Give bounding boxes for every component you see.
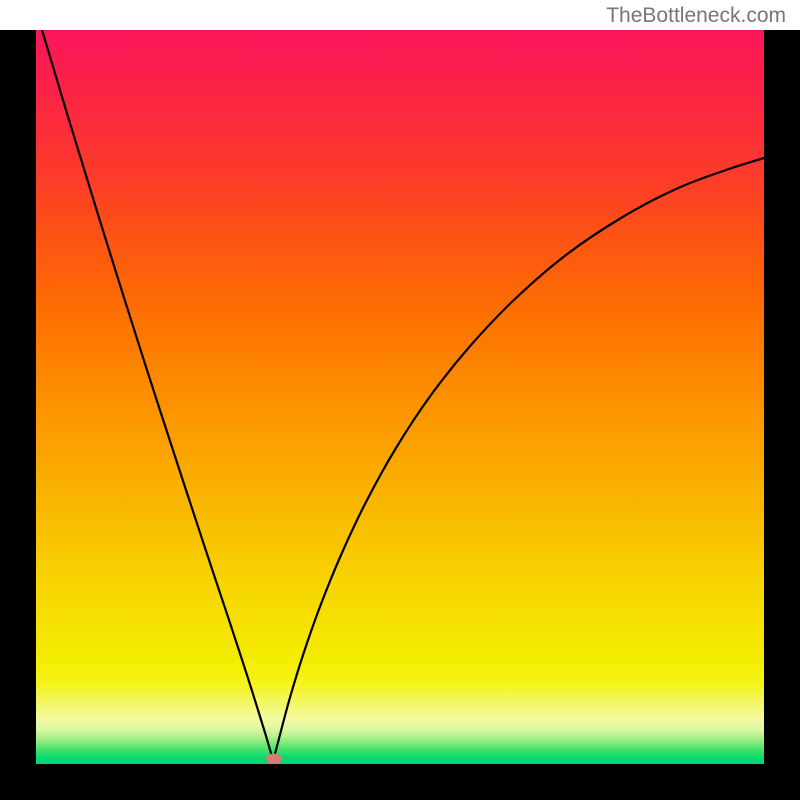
chart-background [36, 30, 764, 764]
attribution-text: TheBottleneck.com [606, 4, 786, 28]
chart-svg [36, 30, 764, 764]
min-marker-dot [266, 754, 282, 765]
chart-plot-area [36, 30, 764, 764]
